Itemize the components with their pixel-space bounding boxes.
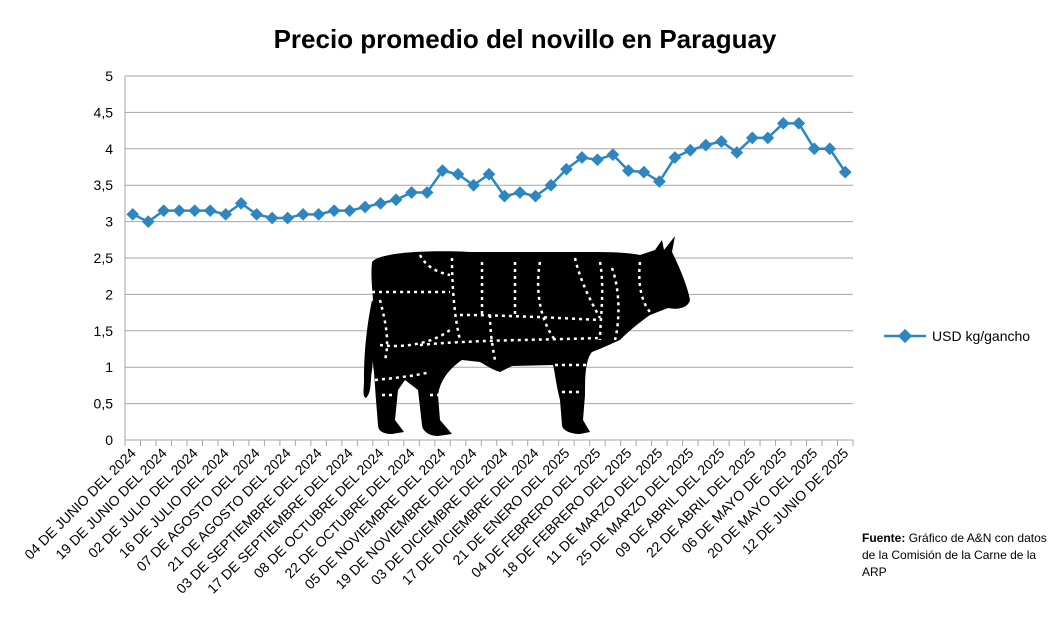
data-point [668,151,682,164]
data-point [591,153,604,167]
legend-label: USD kg/gancho [932,328,1030,344]
data-point [126,207,140,221]
data-point [312,207,325,221]
data-point [467,178,480,192]
data-point [637,165,651,179]
data-point [482,167,496,181]
data-point [188,204,202,218]
source-note: Fuente: Gráfico de A&N con datos de la C… [862,530,1052,581]
data-point [250,207,264,221]
chart-title: Precio promedio del novillo en Paraguay [274,24,777,54]
data-point [234,197,248,210]
y-tick-label: 1 [105,359,113,375]
y-tick-label: 0,5 [94,396,114,412]
y-tick-label: 2,5 [94,250,114,266]
data-point [343,204,356,218]
y-tick-label: 3 [105,214,113,230]
data-point [141,215,155,228]
data-point [296,207,310,221]
data-point [172,204,186,218]
data-point [807,142,821,156]
data-point [498,189,511,203]
data-point [683,143,697,157]
legend-marker [897,328,913,344]
data-point [157,204,171,218]
data-point [281,211,295,225]
y-tick-label: 5 [105,68,113,84]
y-tick-label: 4 [105,141,113,157]
data-point [389,193,403,207]
legend: USD kg/gancho [884,328,1030,344]
data-point [513,186,527,199]
data-point [699,138,713,152]
y-tick-label: 0 [105,432,113,448]
cow-tail [363,300,378,398]
y-tick-label: 4,5 [94,104,114,120]
y-tick-label: 1,5 [94,323,114,339]
data-point [358,200,372,214]
data-point [203,204,217,218]
cow-body [371,236,690,436]
data-point [420,186,434,199]
cow-cut-lines [372,254,651,397]
data-point [436,164,449,178]
y-tick-label: 3,5 [94,177,114,193]
source-label: Fuente: [862,531,906,545]
y-tick-label: 2 [105,286,113,302]
source-text: Gráfico de A&N con datos de la Comisión … [862,531,1047,579]
data-point [792,116,806,130]
data-point [374,197,387,210]
data-point [451,167,465,181]
data-point [405,186,418,199]
series-usd-kg-gancho [126,116,852,228]
data-point [653,175,666,188]
data-point [219,207,233,221]
data-point [265,211,279,225]
cow-silhouette [363,236,690,436]
data-point [327,204,341,218]
